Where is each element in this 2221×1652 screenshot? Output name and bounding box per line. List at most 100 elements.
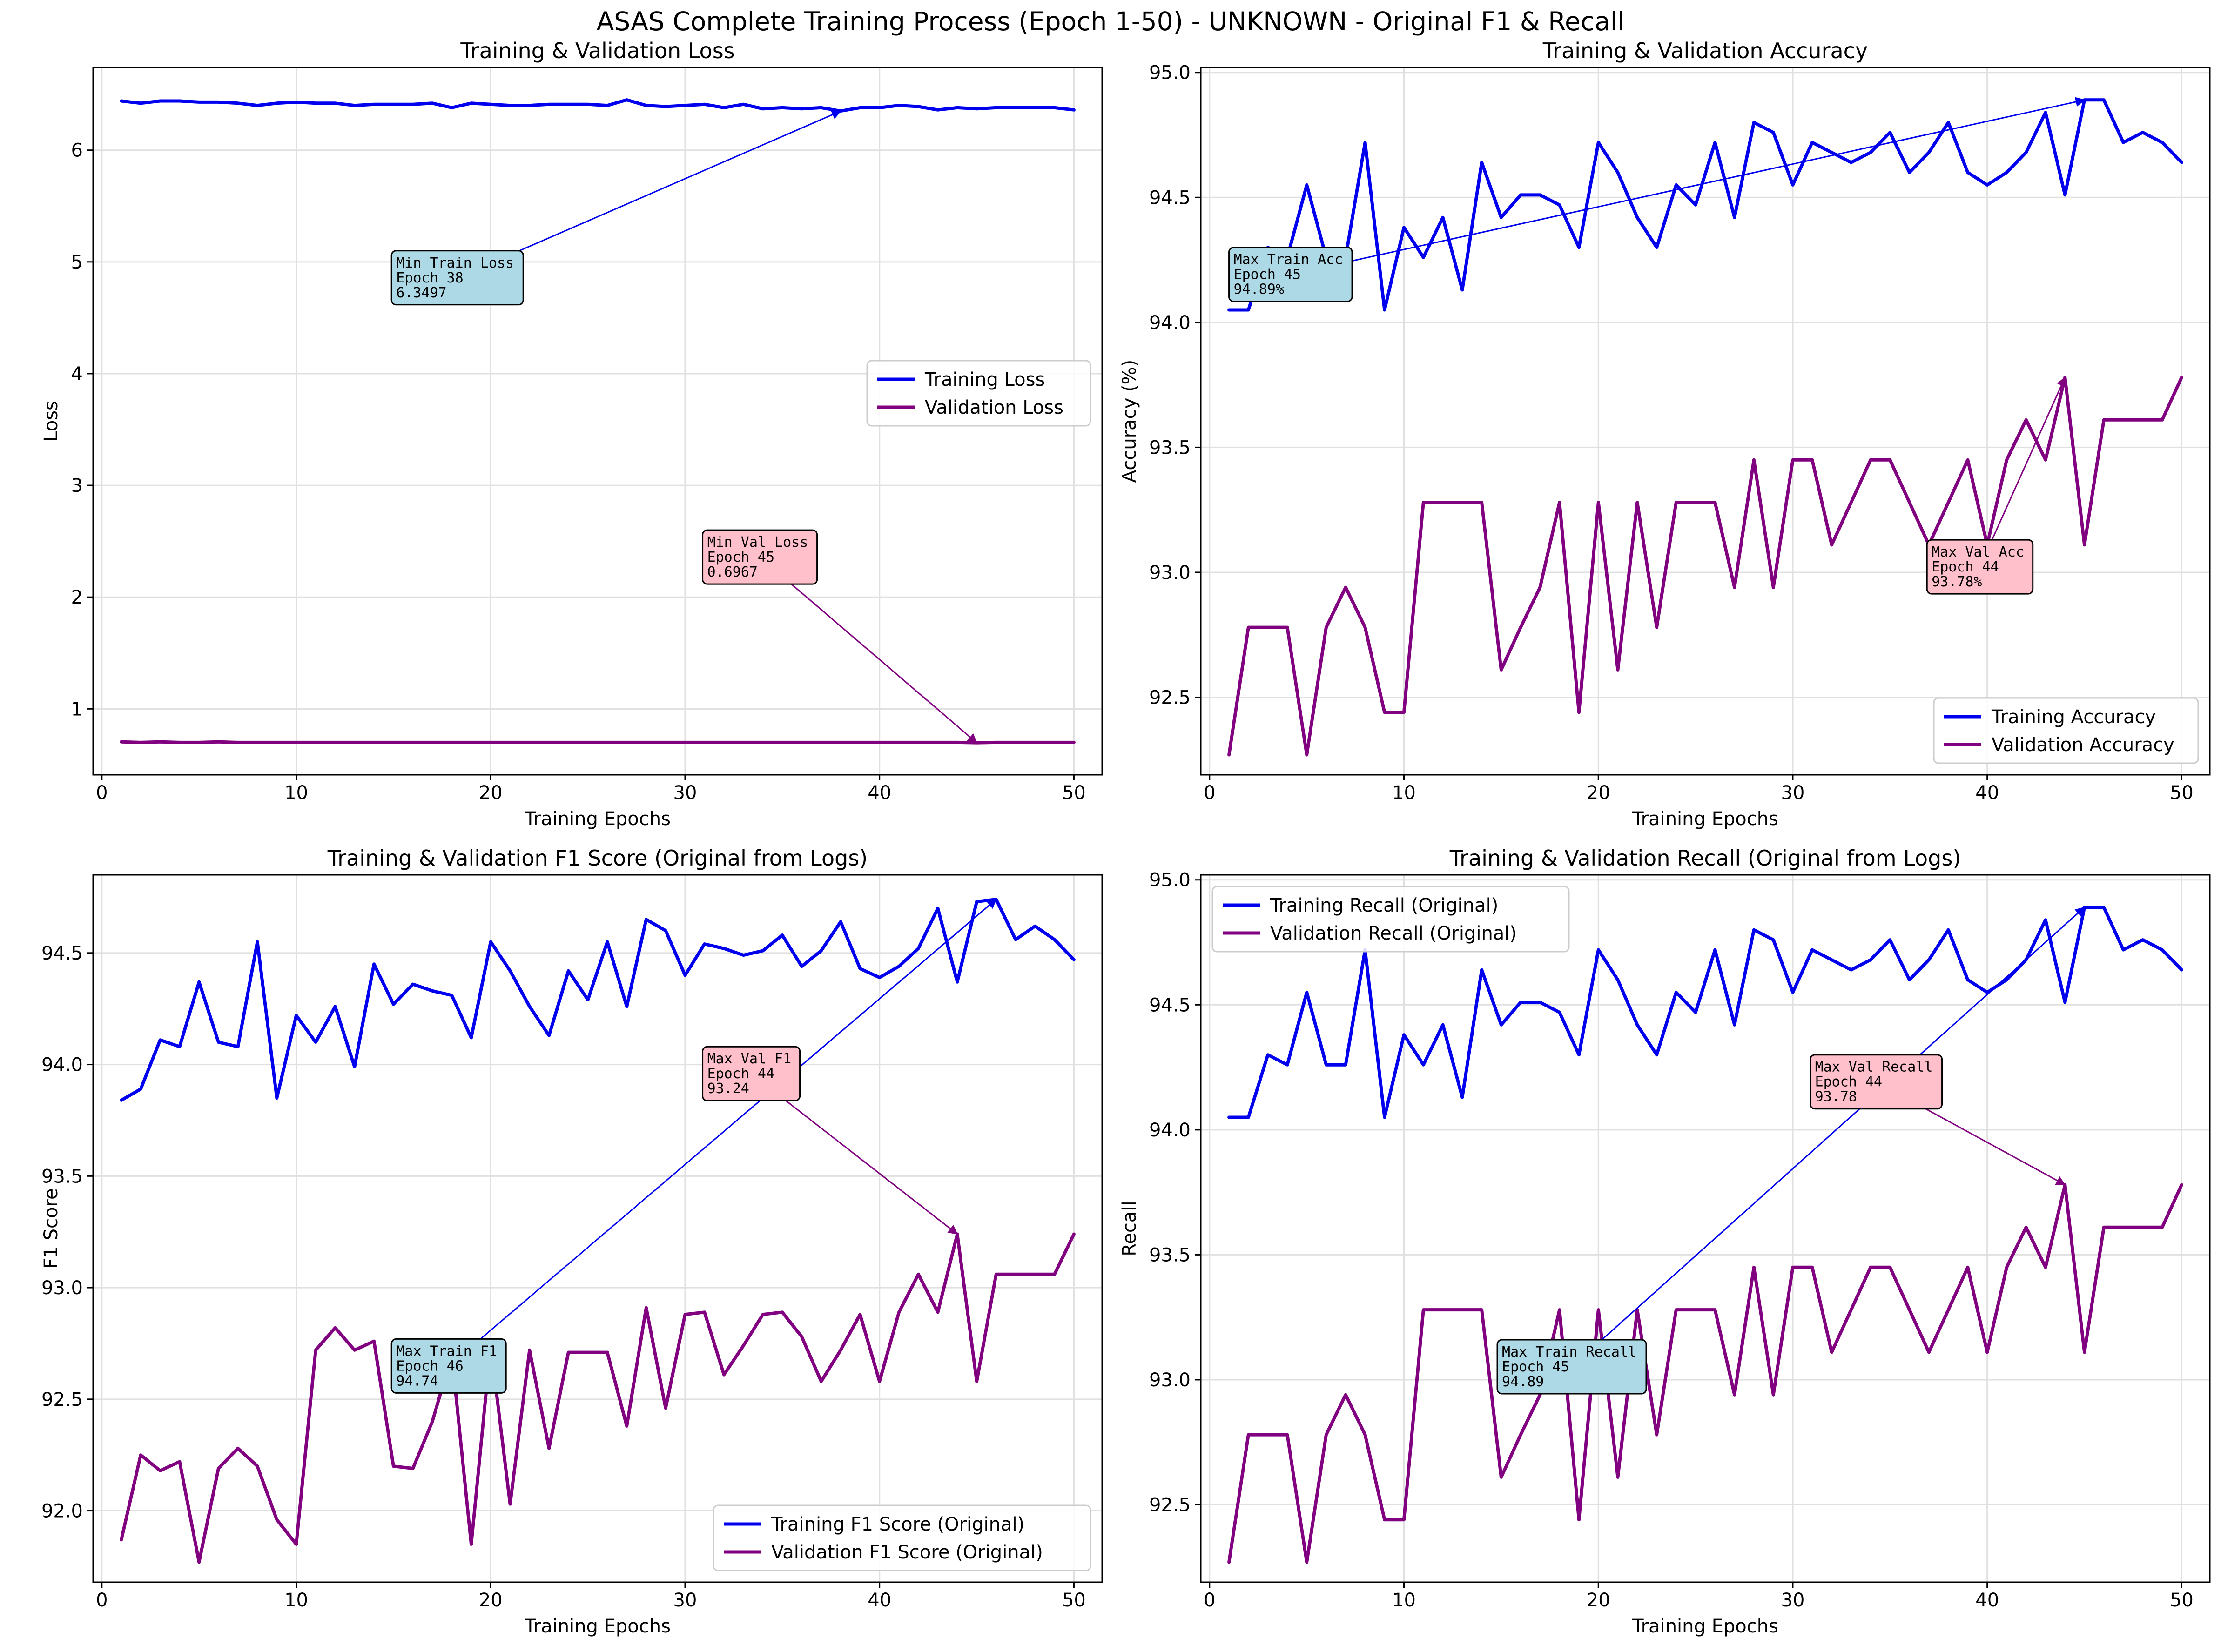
y-tick-label: 93.0 (1149, 562, 1191, 584)
y-tick-label: 93.0 (1149, 1370, 1191, 1391)
x-tick-label: 10 (1392, 782, 1416, 804)
y-tick-label: 1 (71, 698, 83, 720)
plot-frame (1200, 874, 2211, 1583)
x-tick-label: 50 (2170, 782, 2194, 804)
panel-title: Training & Validation F1 Score (Original… (327, 846, 868, 871)
y-tick-label: 5 (71, 252, 83, 273)
annotation-text: Epoch 38 (396, 270, 464, 286)
annotation-text: Epoch 45 (1502, 1359, 1569, 1375)
legend-frame (866, 360, 1091, 427)
y-tick-label: 94.0 (41, 1054, 83, 1076)
y-tick-label: 94.0 (1149, 312, 1191, 334)
annotation-arrow (519, 110, 842, 252)
y-tick-label: 93.5 (1149, 1244, 1191, 1266)
annotation-text: Max Train Recall (1502, 1344, 1636, 1360)
x-axis-label: Training Epochs (1632, 1616, 1778, 1637)
annotation-text: Max Val F1 (707, 1051, 792, 1067)
x-tick-label: 40 (868, 1590, 891, 1611)
y-tick-label: 2 (71, 587, 83, 608)
chart-panel-1: 0 10 20 30 40 50 1 2 3 4 5 6 Training & Validation L… (40, 38, 1103, 830)
plot-frame (92, 67, 1103, 776)
legend-frame (1211, 886, 1570, 953)
x-tick-label: 10 (284, 1590, 308, 1611)
x-tick-label: 30 (673, 782, 697, 804)
x-tick-label: 30 (1781, 1590, 1805, 1611)
legend: Training Accuracy Validation Accuracy (1933, 697, 2199, 764)
legend: Training Loss Validation Loss (866, 360, 1091, 427)
annotation-arrow (480, 899, 997, 1340)
y-tick-label: 92.0 (41, 1501, 83, 1522)
annotation-text: Max Train F1 (396, 1343, 497, 1359)
series-line-2 (1227, 376, 2183, 757)
x-tick-label: 20 (479, 782, 503, 804)
chart-panel-3: 0 10 20 30 40 50 92.0 92.5 93.0 93.5 94.0 94.5 Train… (40, 846, 1103, 1637)
y-tick-label: 95.0 (1149, 870, 1191, 891)
y-tick-label: 93.5 (41, 1166, 83, 1187)
y-tick-label: 93.0 (41, 1277, 83, 1299)
series-line-2 (1227, 1183, 2183, 1564)
x-tick-label: 0 (96, 1590, 108, 1611)
annotation-text: Epoch 44 (1932, 559, 1999, 575)
legend-frame (713, 1504, 1091, 1571)
annotation-box (1496, 1339, 1647, 1395)
annotation-box (702, 529, 818, 585)
x-tick-label: 0 (1204, 1590, 1215, 1611)
annotation-text: 6.3497 (396, 285, 446, 301)
y-tick-label: 3 (71, 475, 83, 497)
legend-label: Training Recall (Original) (1270, 895, 1498, 916)
y-tick-label: 94.5 (1149, 994, 1191, 1016)
annotation-text: Max Train Acc (1234, 252, 1343, 268)
y-tick-label: 94.5 (1149, 187, 1191, 208)
y-axis-label: Loss (40, 401, 62, 442)
annotation-text: Min Val Loss (707, 534, 808, 551)
x-tick-label: 20 (479, 1590, 503, 1611)
y-tick-label: 93.5 (1149, 437, 1191, 458)
annotation-text: Max Val Recall (1815, 1059, 1933, 1075)
legend-label: Validation Accuracy (1992, 734, 2174, 756)
annotation-text: 94.89% (1234, 282, 1284, 298)
annotation-text: 93.24 (707, 1081, 749, 1097)
annotation-arrow (791, 583, 978, 744)
annotation-text: Epoch 44 (707, 1066, 775, 1082)
legend-label: Training Accuracy (1991, 706, 2156, 728)
panel-title: Training & Validation Recall (Original f… (1449, 846, 1961, 871)
legend-frame (1933, 697, 2199, 764)
x-tick-label: 20 (1587, 1590, 1610, 1611)
x-tick-label: 30 (673, 1590, 697, 1611)
chart-panel-2: 0 10 20 30 40 50 92.5 93.0 93.5 94.0 94.5 95.0 Train… (1119, 38, 2211, 830)
annotation-box (390, 1338, 507, 1394)
x-tick-label: 20 (1587, 782, 1610, 804)
y-tick-label: 4 (71, 363, 83, 385)
annotation-arrow (1991, 376, 2066, 540)
x-tick-label: 10 (284, 782, 308, 804)
x-tick-label: 10 (1392, 1590, 1416, 1611)
series-line-1 (120, 98, 1076, 113)
annotation-text: 93.78 (1815, 1089, 1857, 1105)
chart-panel-4: 0 10 20 30 40 50 92.5 93.0 93.5 94.0 94.5 95.0 Train… (1119, 846, 2211, 1637)
y-tick-label: 92.5 (41, 1389, 83, 1410)
annotation-text: 94.74 (396, 1373, 438, 1389)
legend-label: Training F1 Score (Original) (771, 1514, 1024, 1535)
series-line-2 (120, 740, 1076, 745)
x-tick-label: 30 (1781, 782, 1805, 804)
x-tick-label: 50 (1062, 1590, 1086, 1611)
x-tick-label: 40 (868, 782, 891, 804)
x-axis-label: Training Epochs (524, 1616, 671, 1637)
annotation-box (702, 1046, 801, 1101)
x-tick-label: 50 (1062, 782, 1086, 804)
annotation-box (1926, 539, 2034, 595)
x-tick-label: 50 (2170, 1590, 2194, 1611)
annotation-arrow (785, 1100, 958, 1235)
y-axis-label: Recall (1119, 1201, 1140, 1256)
annotation-text: 0.6967 (707, 564, 758, 580)
annotation-arrow (1352, 97, 2086, 262)
annotation-text: Epoch 46 (396, 1358, 464, 1374)
y-tick-label: 94.0 (1149, 1120, 1191, 1141)
x-tick-label: 0 (1204, 782, 1215, 804)
annotation-text: Min Train Loss (396, 255, 514, 271)
x-axis-label: Training Epochs (524, 808, 671, 830)
